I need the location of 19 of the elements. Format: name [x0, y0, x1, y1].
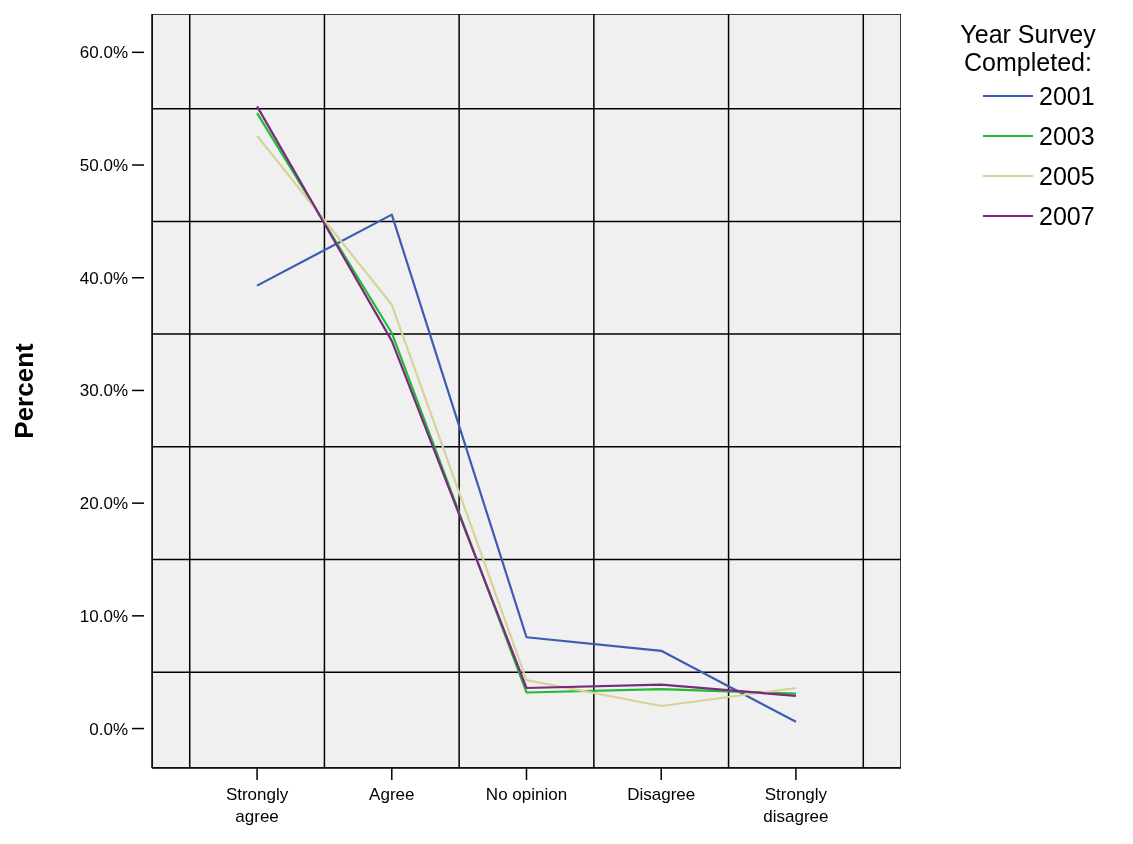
legend-label: 2001 — [1039, 81, 1095, 111]
y-tick-label: 60.0% — [79, 43, 128, 63]
x-tick-label: Agree — [369, 785, 415, 804]
legend-title: Year Survey Completed: — [959, 20, 1097, 76]
x-tick-label: Strongly agree — [225, 785, 289, 826]
y-tick-label: 50.0% — [79, 156, 128, 176]
y-tick-label: 40.0% — [79, 268, 128, 288]
line-series — [255, 213, 798, 723]
x-tick-label: Strongly disagree — [763, 785, 829, 826]
y-axis-title: Percent — [9, 342, 40, 439]
legend-label: 2005 — [1039, 161, 1095, 191]
legend-label: 2003 — [1039, 121, 1095, 151]
legend-label: 2007 — [1039, 201, 1095, 231]
x-tick-label: Disagree — [627, 785, 696, 804]
y-tick-label: 20.0% — [79, 494, 128, 514]
y-tick-label: 0.0% — [89, 719, 128, 739]
y-tick-label: 30.0% — [79, 381, 128, 401]
x-tick-label: No opinion — [485, 785, 568, 804]
y-tick-label: 10.0% — [79, 606, 128, 626]
